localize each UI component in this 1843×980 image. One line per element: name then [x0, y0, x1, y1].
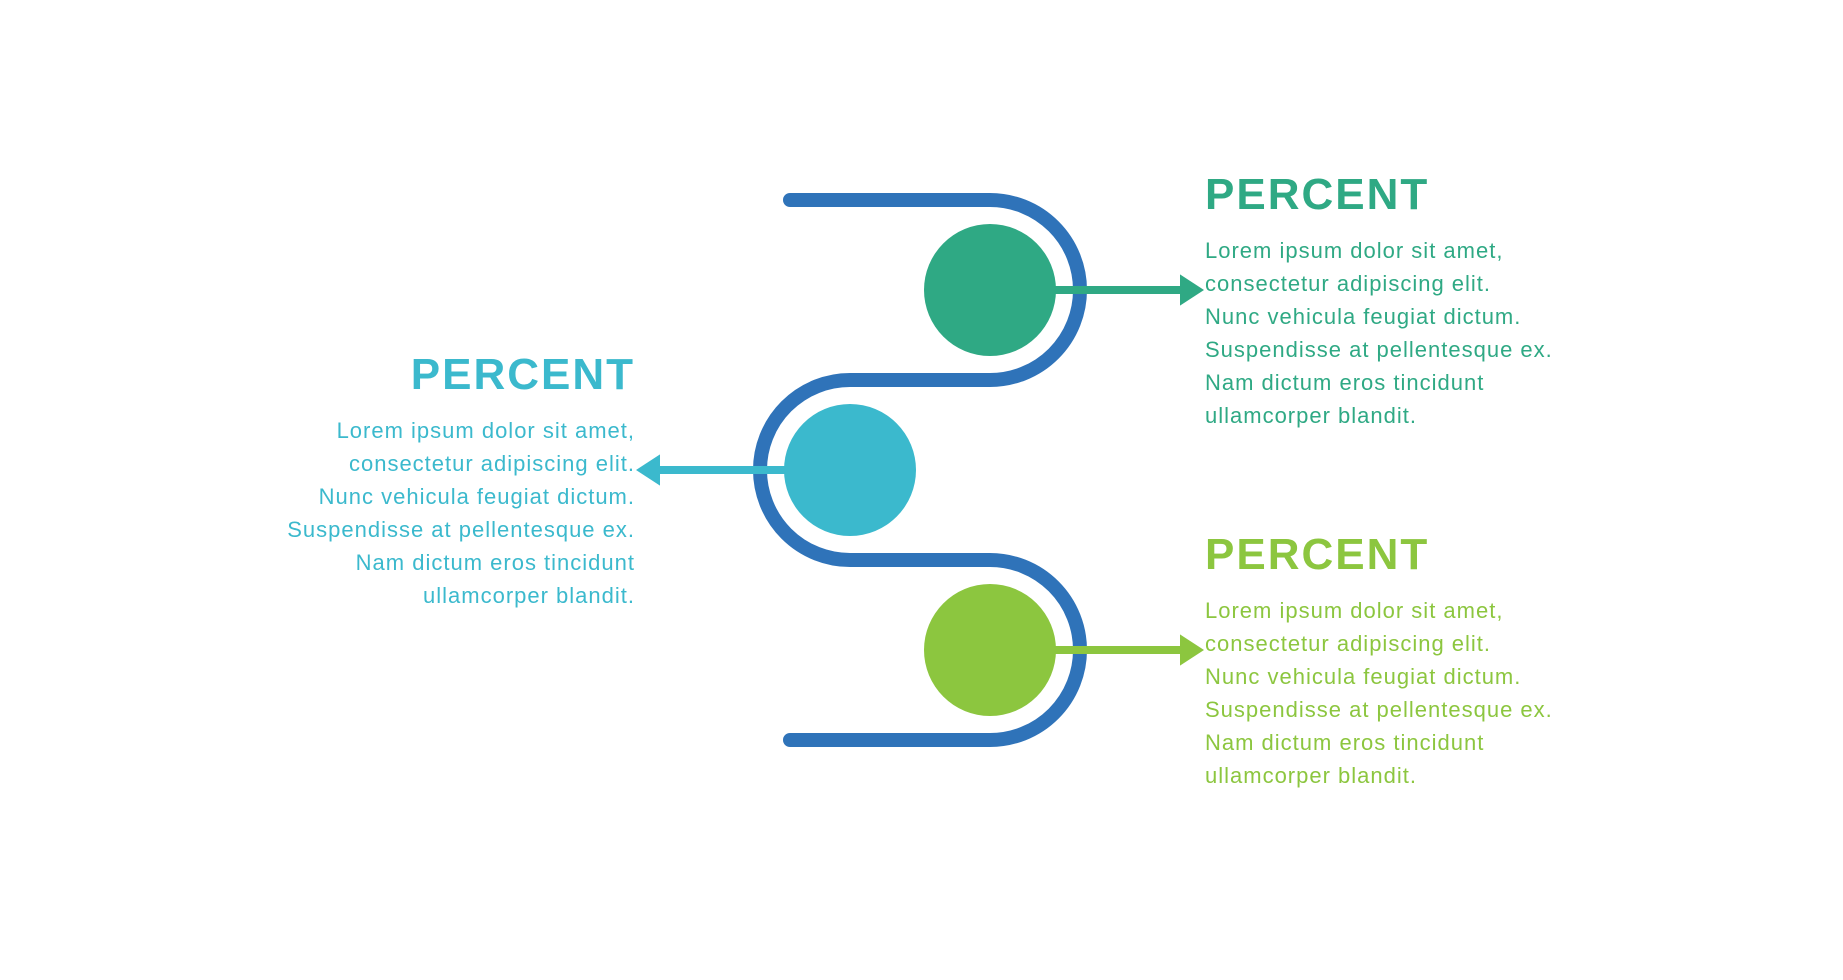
circle-bottom: [924, 584, 1056, 716]
arrow-head-bottom: [1180, 634, 1204, 665]
body-top: Lorem ipsum dolor sit amet, consectetur …: [1205, 234, 1705, 432]
arrow-head-top: [1180, 274, 1204, 305]
infographic-stage: PERCENT Lorem ipsum dolor sit amet, cons…: [0, 0, 1843, 980]
text-block-middle: PERCENT Lorem ipsum dolor sit amet, cons…: [135, 350, 635, 612]
title-bottom: PERCENT: [1205, 530, 1705, 580]
text-block-bottom: PERCENT Lorem ipsum dolor sit amet, cons…: [1205, 530, 1705, 792]
text-block-top: PERCENT Lorem ipsum dolor sit amet, cons…: [1205, 170, 1705, 432]
circle-middle: [784, 404, 916, 536]
title-middle: PERCENT: [135, 350, 635, 400]
title-top: PERCENT: [1205, 170, 1705, 220]
circle-top: [924, 224, 1056, 356]
body-bottom: Lorem ipsum dolor sit amet, consectetur …: [1205, 594, 1705, 792]
body-middle: Lorem ipsum dolor sit amet, consectetur …: [135, 414, 635, 612]
arrow-head-middle: [636, 454, 660, 485]
